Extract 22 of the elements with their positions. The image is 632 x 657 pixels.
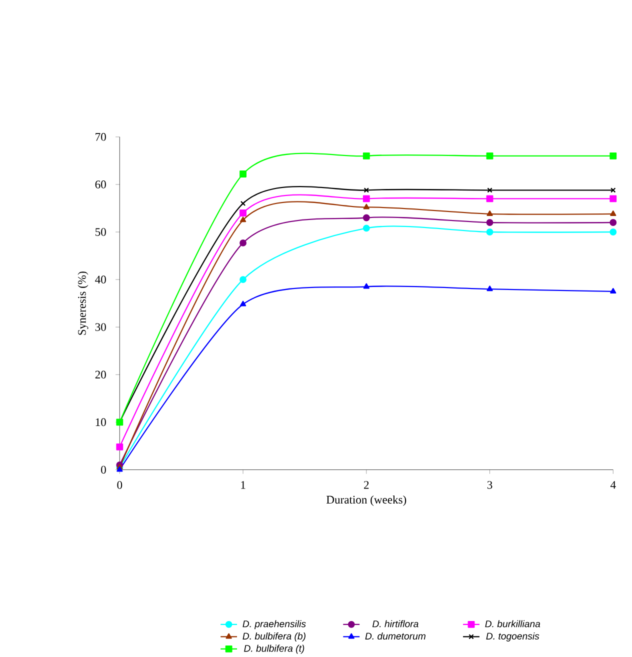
x-tick-label: 2 xyxy=(364,481,369,489)
y-tick-label: 10 xyxy=(96,418,106,426)
y-tick-label: 40 xyxy=(95,276,106,284)
y-axis-title: Syneresis (%) xyxy=(78,272,88,335)
legend-label: D. togoensis xyxy=(486,632,540,642)
legend-label: D. bulbifera (t) xyxy=(244,644,304,654)
y-tick-label: 50 xyxy=(96,228,106,236)
x-tick-label: 0 xyxy=(117,481,122,489)
y-tick-label: 0 xyxy=(101,466,106,474)
legend-label: D. bulbifera (b) xyxy=(242,632,306,642)
x-tick-label: 3 xyxy=(487,481,492,489)
x-tick-label: 4 xyxy=(610,481,616,489)
legend-label: D. praehensilis xyxy=(242,620,306,630)
legend-label: D. dumetorum xyxy=(365,632,426,640)
legend-label: D. burkilliana xyxy=(485,620,540,628)
x-axis-title: Duration (weeks) xyxy=(326,495,406,506)
y-tick-label: 20 xyxy=(95,370,106,379)
legend-label: D. hirtiflora xyxy=(372,620,418,628)
x-tick-label: 1 xyxy=(241,481,246,489)
y-tick-label: 30 xyxy=(95,323,106,331)
y-tick-label: 70 xyxy=(96,133,106,141)
y-tick-label: 60 xyxy=(95,180,106,188)
